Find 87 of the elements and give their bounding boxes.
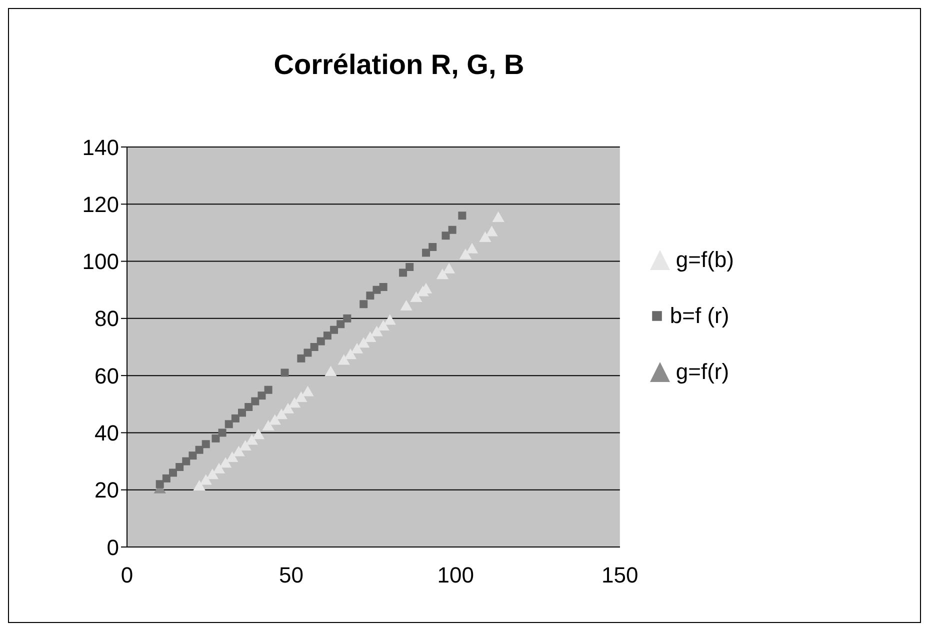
point <box>428 243 437 251</box>
point <box>162 474 170 482</box>
point <box>220 457 232 468</box>
y-tick-label: 120 <box>82 192 119 217</box>
point <box>176 463 184 471</box>
point <box>372 286 381 294</box>
legend-label: g=f(r) <box>676 358 730 384</box>
point <box>226 451 238 462</box>
legend-label: b=f (r) <box>670 302 730 328</box>
point <box>202 440 210 448</box>
point <box>206 468 219 480</box>
point <box>459 248 472 260</box>
point <box>479 231 492 242</box>
point <box>400 300 412 311</box>
point <box>406 263 414 271</box>
y-tick-label: 0 <box>106 534 119 560</box>
point <box>366 292 374 300</box>
point <box>310 343 318 351</box>
point <box>336 320 345 328</box>
x-tick-label: 50 <box>279 562 304 588</box>
point <box>350 342 364 354</box>
point <box>251 397 260 406</box>
point <box>304 348 312 357</box>
point <box>252 428 265 440</box>
point <box>343 314 352 322</box>
point <box>188 452 197 460</box>
point <box>232 446 245 456</box>
point <box>212 434 220 442</box>
point <box>466 242 478 254</box>
point <box>262 420 274 431</box>
x-tick-label: 100 <box>437 562 474 588</box>
point <box>360 300 368 308</box>
point <box>239 440 252 451</box>
point <box>436 268 449 280</box>
point <box>458 212 466 220</box>
point <box>358 337 370 348</box>
point <box>486 226 498 236</box>
y-tick-label: 40 <box>94 420 119 446</box>
point <box>195 446 204 454</box>
y-tick-label: 20 <box>94 478 119 503</box>
point <box>275 408 288 420</box>
point <box>323 332 332 340</box>
point <box>297 354 306 362</box>
point <box>295 391 308 402</box>
point <box>399 268 408 277</box>
point <box>377 320 390 331</box>
point <box>316 337 325 346</box>
point <box>282 402 294 414</box>
point <box>238 408 246 417</box>
point <box>344 348 357 360</box>
point <box>264 386 272 394</box>
point <box>231 414 240 422</box>
point <box>338 354 350 365</box>
point <box>288 397 301 408</box>
point <box>268 414 281 425</box>
point <box>244 403 253 411</box>
point <box>410 291 422 302</box>
point <box>212 462 226 474</box>
y-tick-label: 80 <box>94 306 119 332</box>
y-tick-label: 100 <box>82 249 119 274</box>
point <box>258 392 266 400</box>
point <box>324 366 337 376</box>
point <box>330 326 338 334</box>
point <box>442 232 450 240</box>
point <box>169 468 178 477</box>
y-tick-label: 140 <box>82 134 119 160</box>
point <box>370 326 383 336</box>
point <box>364 331 376 342</box>
point <box>379 283 388 291</box>
point <box>442 262 456 274</box>
point <box>200 474 212 485</box>
chart-title: Corrélation R, G, B <box>272 49 526 81</box>
point <box>280 368 289 377</box>
point <box>422 248 430 257</box>
point <box>302 386 314 396</box>
y-tick-label: 60 <box>94 363 119 388</box>
point <box>384 314 396 325</box>
point <box>193 480 206 491</box>
point <box>492 211 504 222</box>
point <box>246 434 258 445</box>
x-tick-label: 150 <box>602 562 638 588</box>
point <box>156 480 164 488</box>
point <box>448 226 456 234</box>
legend-label: g=f(b) <box>676 246 734 272</box>
point <box>218 428 226 437</box>
point <box>224 420 233 428</box>
point <box>182 457 190 466</box>
